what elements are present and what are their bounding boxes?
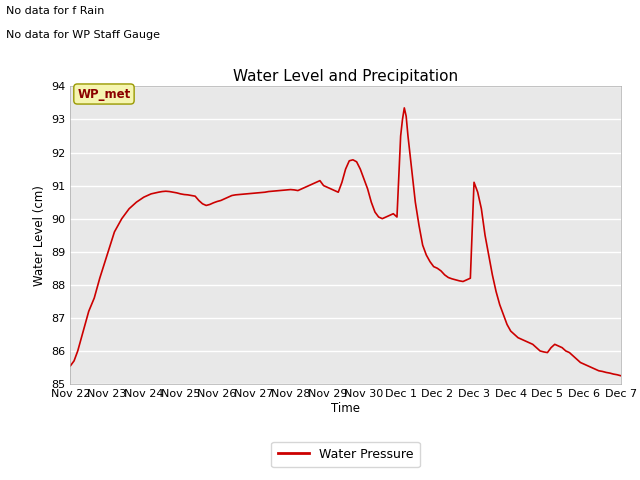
Legend: Water Pressure: Water Pressure [271,442,420,467]
Title: Water Level and Precipitation: Water Level and Precipitation [233,69,458,84]
X-axis label: Time: Time [331,402,360,415]
Y-axis label: Water Level (cm): Water Level (cm) [33,185,45,286]
Text: No data for f Rain: No data for f Rain [6,6,105,16]
Text: WP_met: WP_met [77,87,131,100]
Text: No data for WP Staff Gauge: No data for WP Staff Gauge [6,30,161,40]
